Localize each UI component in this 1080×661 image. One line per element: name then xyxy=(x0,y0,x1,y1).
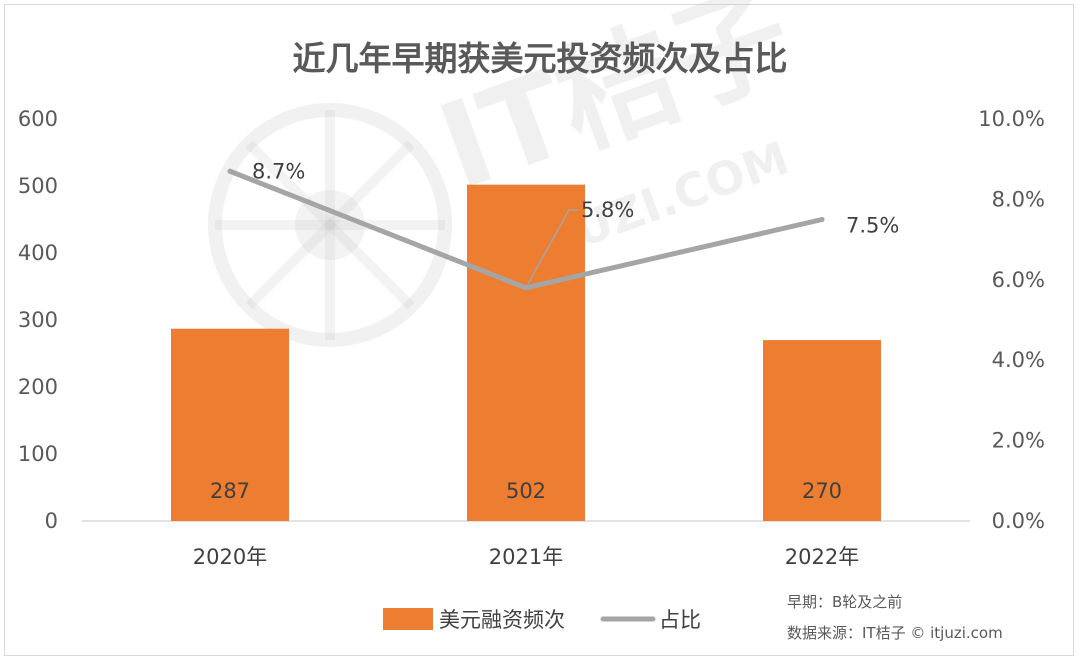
right-tick-label: 2.0% xyxy=(992,429,1045,453)
bar xyxy=(763,340,881,521)
line-point xyxy=(227,168,233,174)
bar-data-label: 287 xyxy=(210,479,250,503)
note-early-definition: 早期：B轮及之前 xyxy=(787,593,902,611)
left-tick-label: 300 xyxy=(18,308,58,332)
category-label: 2022年 xyxy=(785,545,859,569)
right-tick-label: 6.0% xyxy=(992,268,1045,292)
left-tick-label: 200 xyxy=(18,375,58,399)
left-tick-label: 0 xyxy=(45,509,58,533)
bar-data-labels: 287 502 270 xyxy=(210,479,842,503)
right-tick-label: 10.0% xyxy=(978,107,1045,131)
left-axis-ticks: 0 100 200 300 400 500 600 xyxy=(18,107,58,533)
left-tick-label: 400 xyxy=(18,241,58,265)
bar xyxy=(467,184,585,521)
bar-data-label: 502 xyxy=(506,479,546,503)
bar xyxy=(171,328,289,521)
line-point xyxy=(819,217,825,222)
category-label: 2021年 xyxy=(489,545,563,569)
line-data-labels: 8.7% 5.8% 7.5% xyxy=(252,159,899,285)
watermark-logo xyxy=(208,103,452,347)
legend-label-bar: 美元融资频次 xyxy=(439,608,565,632)
note-source: 数据来源：IT桔子 © itjuzi.com xyxy=(787,624,1003,642)
data-label-leader xyxy=(527,209,578,285)
legend-label-line: 占比 xyxy=(659,608,701,632)
left-tick-label: 500 xyxy=(18,174,58,198)
bar-data-label: 270 xyxy=(802,479,842,503)
right-axis-ticks: 0.0% 2.0% 4.0% 6.0% 8.0% 10.0% xyxy=(978,107,1045,533)
line-data-label: 8.7% xyxy=(252,159,305,183)
line-data-label: 7.5% xyxy=(846,214,899,238)
bar-series xyxy=(171,184,881,521)
chart-title: 近几年早期获美元投资频次及占比 xyxy=(293,39,788,78)
legend-swatch-bar xyxy=(383,608,433,630)
line-data-label: 5.8% xyxy=(581,198,634,222)
legend: 美元融资频次 占比 xyxy=(383,608,701,632)
line-series xyxy=(227,168,825,291)
category-labels: 2020年 2021年 2022年 xyxy=(193,545,859,569)
category-label: 2020年 xyxy=(193,545,267,569)
right-tick-label: 0.0% xyxy=(992,509,1045,533)
left-tick-label: 100 xyxy=(18,442,58,466)
right-tick-label: 4.0% xyxy=(992,348,1045,372)
left-tick-label: 600 xyxy=(18,107,58,131)
line-point xyxy=(523,285,529,291)
right-tick-label: 8.0% xyxy=(992,187,1045,211)
